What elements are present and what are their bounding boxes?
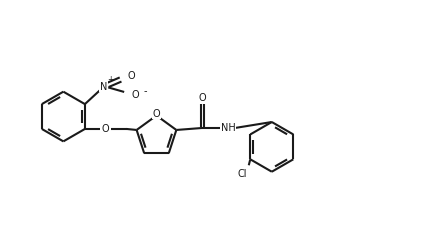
Text: NH: NH (221, 123, 235, 133)
Text: O: O (102, 124, 110, 134)
Text: O: O (132, 90, 140, 100)
Text: N: N (100, 82, 107, 92)
Text: +: + (107, 75, 114, 84)
Text: O: O (127, 71, 135, 81)
Text: O: O (198, 93, 206, 103)
Text: O: O (153, 109, 160, 119)
Text: Cl: Cl (238, 169, 247, 179)
Text: -: - (143, 86, 147, 96)
